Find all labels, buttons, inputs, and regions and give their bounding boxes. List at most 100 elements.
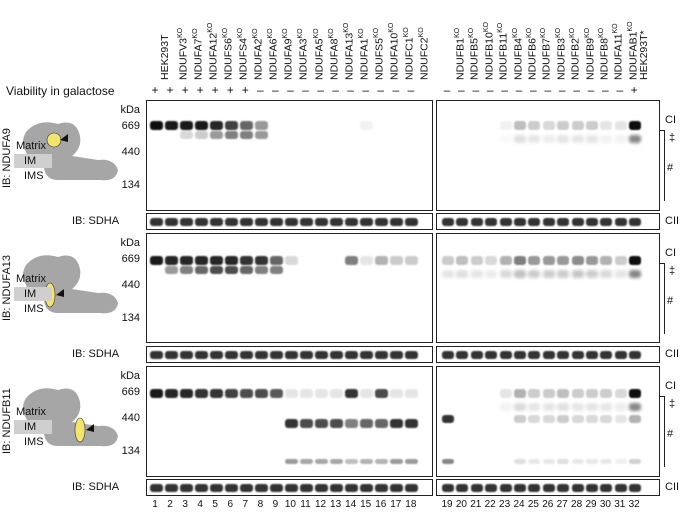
viability-mark: + — [166, 83, 174, 97]
band — [542, 389, 555, 398]
band — [614, 256, 627, 265]
band — [629, 256, 642, 265]
band — [485, 351, 498, 359]
band — [470, 351, 483, 359]
band — [614, 403, 627, 411]
band — [629, 484, 642, 492]
band — [194, 484, 208, 492]
band — [375, 256, 389, 265]
viability-mark: – — [362, 83, 370, 97]
lane-label: NDUFA12KO — [207, 22, 220, 80]
viability-mark: – — [392, 83, 400, 97]
band — [390, 484, 404, 492]
sdha-label: IB: SDHA — [72, 348, 120, 360]
band — [470, 218, 483, 226]
matrix-label: Matrix — [16, 140, 46, 152]
ib-label: IB: NDUFA13 — [1, 254, 13, 321]
band — [284, 419, 298, 428]
band — [499, 270, 512, 278]
subunit-highlight — [74, 417, 86, 443]
band — [514, 415, 526, 423]
band — [557, 256, 570, 265]
subunit-highlight — [46, 132, 62, 148]
band — [614, 484, 627, 492]
band — [194, 256, 208, 265]
band — [345, 419, 359, 428]
band — [499, 389, 512, 398]
band — [557, 135, 570, 143]
band — [557, 121, 570, 130]
band — [330, 218, 344, 226]
band — [254, 389, 268, 398]
band — [269, 389, 283, 398]
band — [629, 389, 642, 398]
band — [345, 389, 359, 398]
blot-panel-left — [146, 233, 433, 343]
band — [405, 419, 419, 428]
kda-marker: 440 — [121, 279, 140, 291]
band — [330, 351, 344, 359]
band — [557, 351, 570, 359]
band — [179, 389, 193, 398]
viability-mark: + — [630, 83, 638, 97]
band — [586, 459, 598, 464]
band — [571, 135, 584, 143]
band — [224, 218, 238, 226]
band — [390, 419, 404, 428]
lane-label: NDUFA1KO — [357, 28, 371, 80]
band — [542, 135, 555, 143]
lane-label: NDUFS5KO — [372, 27, 386, 80]
band — [284, 351, 298, 359]
band — [528, 218, 541, 226]
band — [284, 218, 298, 226]
band — [405, 256, 419, 265]
band — [571, 218, 584, 226]
ib-label: IB: NDUFB11 — [1, 388, 13, 454]
viability-mark: + — [196, 83, 204, 97]
band — [179, 218, 193, 226]
kda-unit: kDa — [120, 104, 140, 116]
lane-label: NDUFB6KO — [526, 27, 539, 80]
band — [571, 256, 584, 265]
band — [300, 419, 313, 428]
band — [254, 484, 268, 492]
band — [375, 351, 389, 359]
viability-mark: + — [151, 83, 159, 97]
band — [179, 121, 193, 130]
cii-label: CII — [665, 481, 680, 493]
band — [164, 266, 178, 274]
band — [360, 218, 374, 226]
band — [528, 270, 541, 278]
bracket — [660, 396, 665, 467]
membrane-bar — [14, 287, 52, 301]
lane-number: 18 — [405, 499, 417, 510]
kda-marker: 134 — [121, 179, 140, 191]
band — [254, 256, 268, 265]
band — [315, 419, 329, 428]
lane-number: 25 — [527, 499, 539, 510]
band — [269, 218, 283, 226]
kda-marker: 669 — [121, 120, 140, 132]
kda-marker: 134 — [121, 312, 140, 324]
band — [405, 218, 419, 226]
band — [600, 218, 613, 226]
viability-mark: – — [302, 83, 309, 97]
arrowhead-icon — [86, 424, 94, 432]
band — [300, 389, 313, 398]
band — [571, 270, 584, 278]
band — [194, 121, 208, 130]
viability-mark: – — [443, 83, 451, 97]
band — [179, 351, 193, 359]
band — [600, 403, 613, 411]
band — [209, 131, 223, 139]
cii-label: CII — [665, 348, 680, 360]
lane-label: NDUFB9KO — [583, 27, 597, 80]
band — [375, 484, 389, 492]
band — [499, 403, 512, 411]
band — [194, 266, 208, 274]
band — [542, 270, 555, 278]
band — [528, 403, 541, 411]
viability-mark: – — [287, 83, 294, 97]
band — [557, 403, 570, 411]
band — [586, 270, 598, 278]
